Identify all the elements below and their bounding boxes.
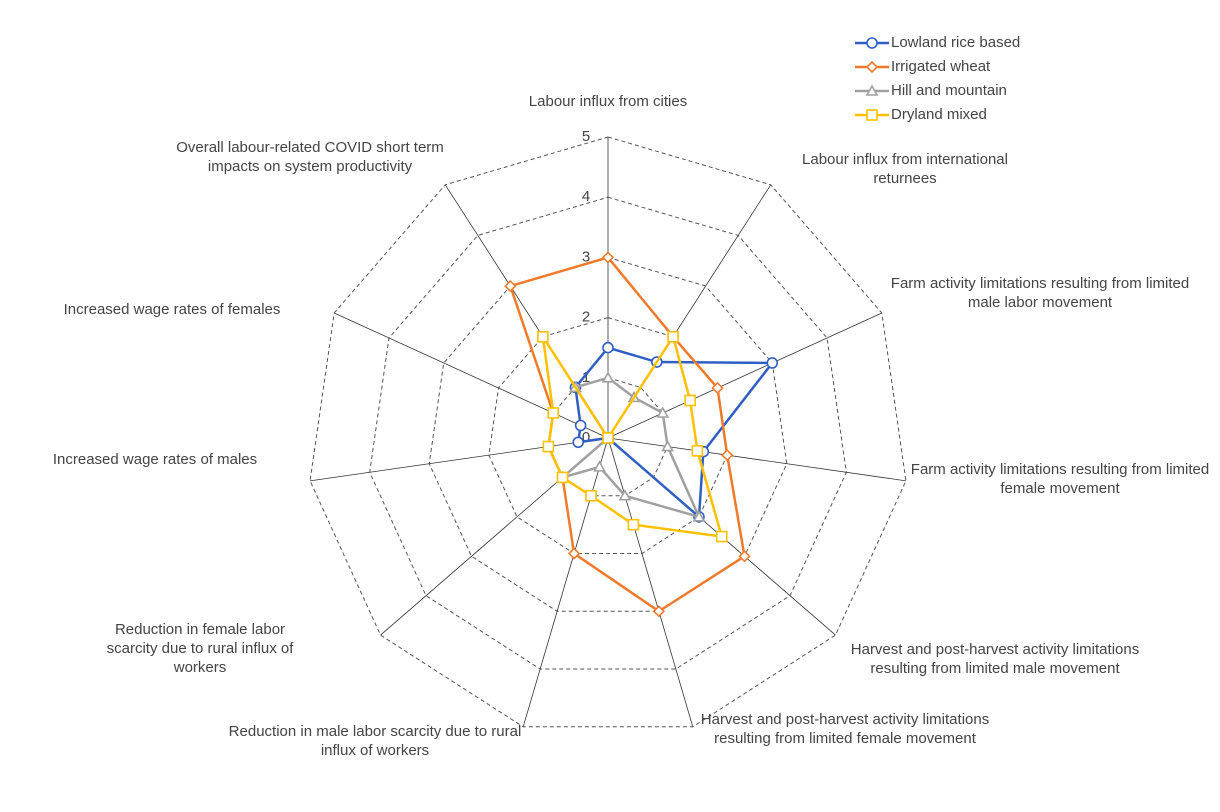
series-line (541, 333, 724, 539)
marker (721, 449, 734, 462)
legend-label: Lowland rice based (891, 34, 1020, 51)
marker (601, 371, 615, 383)
r-tick-label: 2 (582, 309, 590, 326)
r-tick-label: 3 (582, 248, 590, 265)
r-tick-label: 5 (582, 128, 590, 145)
axis-label: Increased wage rates of males (52, 451, 258, 468)
axis-label: Farm activity limitations resulting from… (890, 275, 1190, 311)
marker (652, 605, 666, 618)
r-tick-label: 4 (582, 188, 590, 205)
marker (738, 550, 751, 563)
axis-label: Labour influx from international returne… (802, 151, 1008, 187)
r-tick-label: 0 (582, 429, 590, 446)
axis-label: Reduction in female labor scarcity due t… (106, 621, 294, 676)
marker (667, 330, 679, 343)
marker (593, 460, 606, 472)
marker (556, 471, 569, 484)
spoke (522, 437, 609, 727)
marker (618, 489, 632, 501)
marker (504, 279, 517, 293)
marker (572, 436, 585, 449)
marker (766, 357, 779, 369)
marker (692, 510, 706, 522)
legend-label: Dryland mixed (891, 106, 987, 123)
axis-label: Harvest and post-harvest activity limita… (700, 711, 990, 747)
spoke (310, 437, 609, 482)
marker (567, 547, 581, 560)
marker (866, 37, 878, 49)
spoke (334, 312, 609, 439)
marker (691, 445, 704, 457)
legend-label: Hill and mountain (891, 82, 1007, 99)
marker (585, 489, 597, 502)
marker (547, 407, 560, 419)
marker (866, 109, 878, 121)
axis-label: Farm activity limitations resulting from… (910, 461, 1210, 497)
marker (542, 440, 555, 453)
series-line (574, 346, 775, 520)
marker (627, 518, 640, 531)
marker (602, 432, 614, 444)
marker (601, 251, 615, 264)
grid-ring (309, 136, 907, 728)
spoke (607, 312, 882, 439)
marker (715, 530, 728, 543)
marker (656, 406, 670, 418)
spoke (607, 437, 694, 727)
r-tick-label: 1 (582, 369, 590, 386)
axis-label: Overall labour-related COVID short term … (176, 139, 444, 175)
axis-label: Labour influx from cities (528, 93, 688, 110)
legend-label: Irrigated wheat (891, 58, 991, 75)
marker (537, 330, 549, 343)
marker (602, 341, 614, 354)
grid-ring (428, 256, 788, 612)
axis-label: Harvest and post-harvest activity limita… (850, 641, 1140, 677)
spoke (607, 437, 906, 482)
marker (684, 394, 696, 407)
marker (661, 439, 674, 452)
marker (865, 60, 879, 74)
marker (865, 84, 879, 96)
series-line (508, 255, 746, 613)
axis-label: Increased wage rates of females (63, 301, 281, 318)
grid-ring (488, 317, 728, 555)
marker (711, 381, 724, 395)
marker (574, 419, 587, 432)
axis-label: Reduction in male labor scarcity due to … (228, 723, 522, 759)
grid-ring (369, 196, 847, 670)
